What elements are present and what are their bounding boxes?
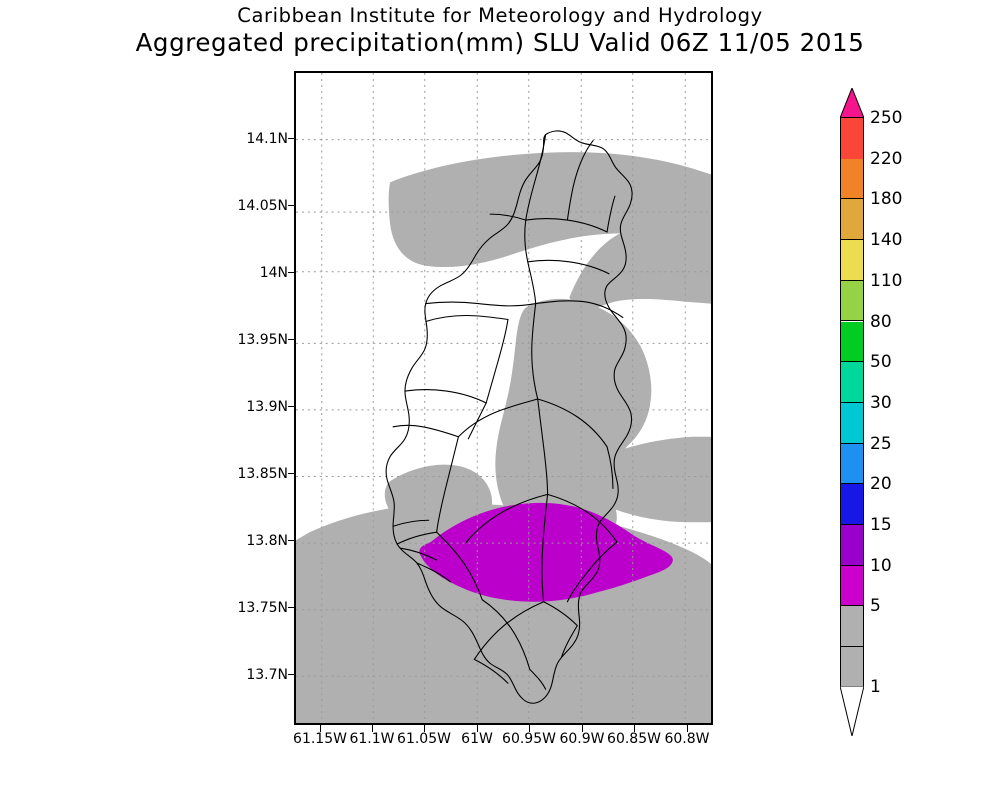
lon-label-60.8W: 60.8W xyxy=(664,731,710,747)
precipitation-map-svg xyxy=(296,73,711,723)
colorbar-label-180: 180 xyxy=(870,189,903,210)
lon-label-61.1W: 61.1W xyxy=(349,731,395,747)
lat-tick-13.75N xyxy=(288,607,295,608)
map-plot-area xyxy=(294,71,713,725)
colorbar-label-50: 50 xyxy=(870,352,892,373)
lon-label-61.15W: 61.15W xyxy=(293,731,347,747)
colorbar-label-20: 20 xyxy=(870,474,892,495)
colorbar-label-15: 15 xyxy=(870,515,892,535)
colorbar-band-220 xyxy=(841,158,863,200)
colorbar-label-1: 1 xyxy=(870,677,881,697)
map-gridlines xyxy=(296,73,711,723)
lon-tick-61.05W xyxy=(424,725,425,732)
precip-region-5-10mm xyxy=(419,502,673,602)
lat-label-13.8N: 13.8N xyxy=(246,533,288,549)
lat-label-14.05N: 14.05N xyxy=(237,198,288,214)
page-title: Aggregated precipitation(mm) SLU Valid 0… xyxy=(135,28,865,57)
lon-tick-61.1W xyxy=(372,725,373,732)
longitude-axis-labels: 61.15W 61.1W 61.05W 61W 60.95W 60.9W 60.… xyxy=(293,731,713,757)
colorbar-label-140: 140 xyxy=(870,230,903,251)
colorbar-top-extend-arrow xyxy=(840,88,864,118)
colorbar-label-110: 110 xyxy=(870,270,903,291)
colorbar-label-5: 5 xyxy=(870,596,881,617)
page-subtitle-institute: Caribbean Institute for Meteorology and … xyxy=(237,4,763,27)
colorbar-band-1 xyxy=(841,647,863,688)
lat-tick-13.85N xyxy=(288,473,295,474)
lon-tick-60.9W xyxy=(582,725,583,732)
lon-label-60.9W: 60.9W xyxy=(559,731,605,747)
lat-tick-14.05N xyxy=(288,205,295,206)
colorbar-band-110 xyxy=(841,280,863,322)
lat-tick-14.1N xyxy=(288,138,295,139)
lon-label-61W: 61W xyxy=(461,731,493,747)
map-canvas xyxy=(296,73,711,723)
lat-label-13.85N: 13.85N xyxy=(237,466,288,482)
colorbar-band-80 xyxy=(841,321,863,363)
colorbar-bottom-extend-arrow xyxy=(840,686,864,736)
colorbar-label-30: 30 xyxy=(870,392,892,413)
precipitation-colorbar: 250 220 180 140 110 80 50 30 25 20 15 10… xyxy=(840,88,902,736)
lat-label-13.75N: 13.75N xyxy=(237,600,288,616)
lat-tick-13.95N xyxy=(288,339,295,340)
lat-label-13.95N: 13.95N xyxy=(237,332,288,348)
lon-label-61.05W: 61.05W xyxy=(397,731,451,747)
lat-label-13.9N: 13.9N xyxy=(246,399,288,415)
lat-tick-13.9N xyxy=(288,406,295,407)
lon-tick-61.15W xyxy=(320,725,321,732)
colorbar-label-10: 10 xyxy=(870,555,892,576)
lon-tick-60.95W xyxy=(529,725,530,732)
colorbar-bands xyxy=(840,117,864,688)
colorbar-band-10 xyxy=(841,565,863,607)
colorbar-label-250: 250 xyxy=(870,108,903,128)
colorbar-band-5 xyxy=(841,606,863,648)
colorbar-label-80: 80 xyxy=(870,311,892,332)
lon-tick-61W xyxy=(477,725,478,732)
lon-tick-60.85W xyxy=(634,725,635,732)
colorbar-band-30 xyxy=(841,402,863,444)
lat-label-14.1N: 14.1N xyxy=(246,131,288,147)
colorbar-band-15 xyxy=(841,525,863,566)
colorbar-band-140 xyxy=(841,240,863,281)
lat-tick-14N xyxy=(288,272,295,273)
lat-label-14N: 14N xyxy=(259,265,288,281)
colorbar-band-250 xyxy=(841,118,863,159)
lon-tick-60.8W xyxy=(687,725,688,732)
lat-label-13.7N: 13.7N xyxy=(246,667,288,683)
colorbar-band-25 xyxy=(841,443,863,485)
colorbar-band-20 xyxy=(841,484,863,525)
lat-tick-13.7N xyxy=(288,674,295,675)
lon-label-60.85W: 60.85W xyxy=(607,731,661,747)
lon-label-60.95W: 60.95W xyxy=(502,731,556,747)
lat-tick-13.8N xyxy=(288,540,295,541)
colorbar-band-180 xyxy=(841,199,863,241)
saint-lucia-boundaries xyxy=(385,130,633,704)
colorbar-label-220: 220 xyxy=(870,148,903,169)
latitude-axis-labels: 14.1N 14.05N 14N 13.95N 13.9N 13.85N 13.… xyxy=(180,71,288,725)
colorbar-band-50 xyxy=(841,362,863,403)
colorbar-label-25: 25 xyxy=(870,433,892,454)
